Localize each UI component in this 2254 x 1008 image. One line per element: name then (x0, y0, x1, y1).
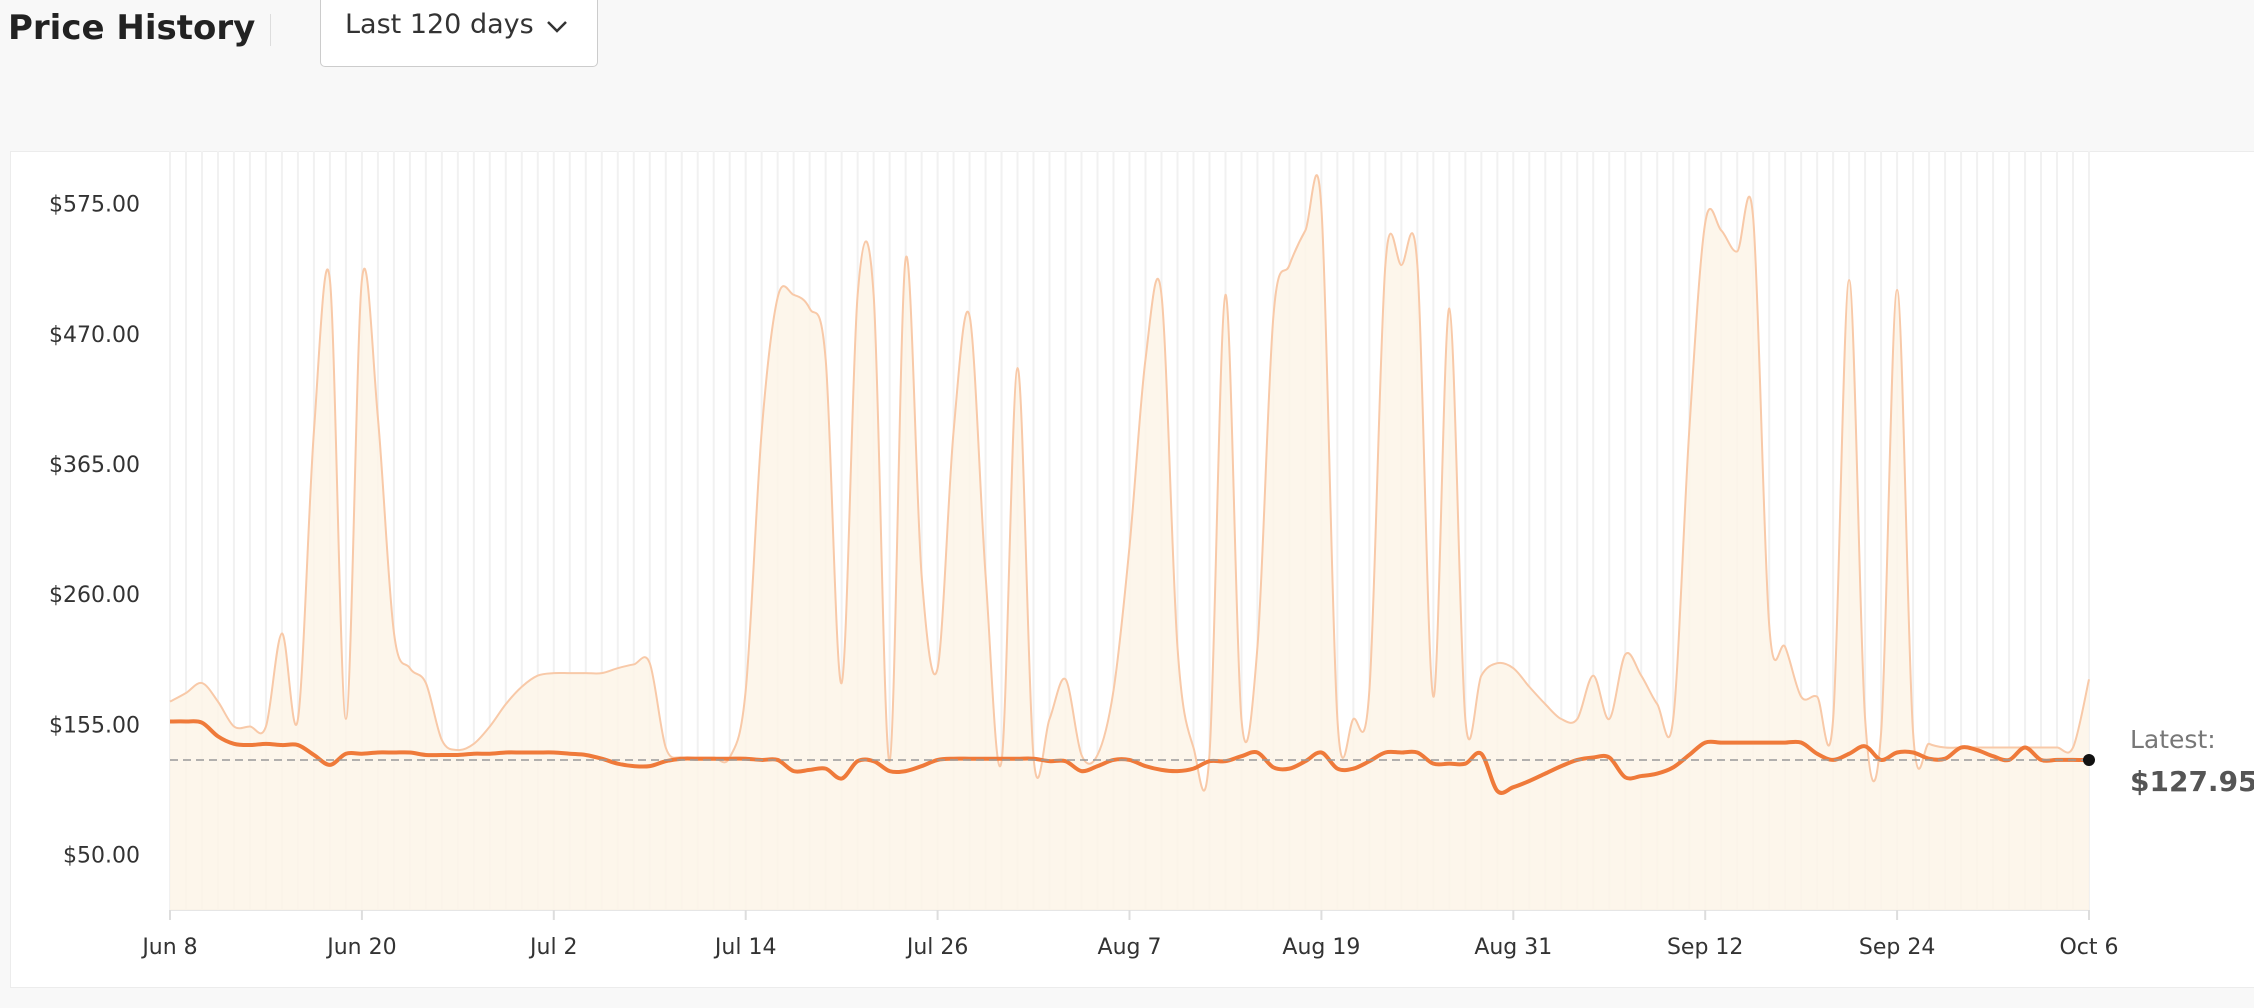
y-tick-label: $155.00 (49, 713, 140, 738)
range-select[interactable]: Last 120 days (320, 0, 598, 67)
x-tick-label: Jul 26 (905, 935, 969, 960)
y-tick-label: $50.00 (63, 844, 140, 869)
x-tick-label: Jul 14 (713, 935, 777, 960)
x-tick-label: Jun 20 (325, 935, 396, 960)
x-tick-label: Sep 24 (1859, 935, 1935, 960)
y-tick-label: $365.00 (49, 453, 140, 478)
y-tick-label: $575.00 (49, 193, 140, 218)
latest-label: Latest: (2130, 725, 2216, 754)
x-tick-label: Aug 31 (1474, 935, 1552, 960)
x-tick-label: Aug 7 (1098, 935, 1162, 960)
x-tick-label: Jun 8 (140, 935, 197, 960)
y-tick-label: $260.00 (49, 583, 140, 608)
area-fill (170, 175, 2089, 910)
price-line (169, 719, 2090, 795)
x-tick-label: Aug 19 (1282, 935, 1360, 960)
page-title: Price History (8, 8, 256, 48)
divider (270, 14, 271, 46)
latest-dot (2083, 753, 2095, 766)
y-tick-label: $470.00 (49, 323, 140, 348)
x-tick-label: Sep 12 (1667, 935, 1743, 960)
latest-value: $127.95 (2130, 765, 2254, 798)
range-select-text: Last 120 days (345, 9, 534, 40)
x-tick-label: Jul 2 (528, 935, 578, 960)
x-tick-label: Oct 6 (2059, 935, 2118, 960)
chevron (547, 21, 567, 33)
high-price-line (169, 174, 2090, 792)
